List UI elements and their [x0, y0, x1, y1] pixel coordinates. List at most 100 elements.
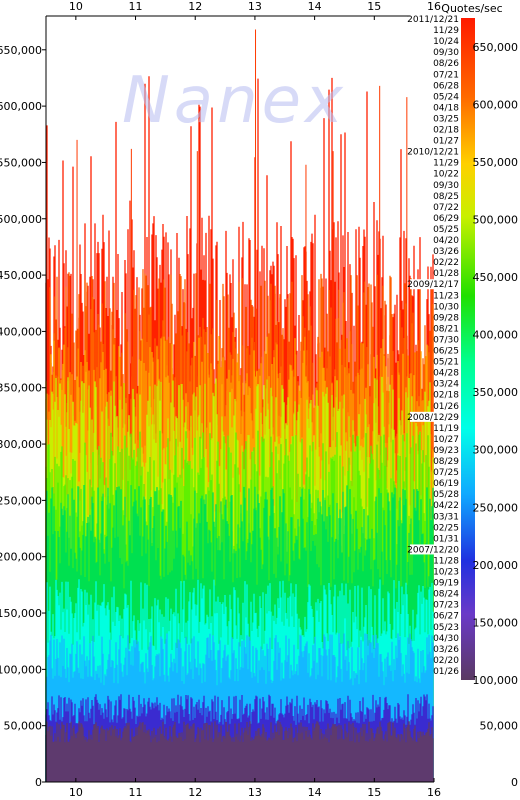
series-date-label: 08/25: [433, 192, 459, 202]
series-date-label: 01/27: [433, 137, 459, 147]
watermark-text: Nanex: [122, 64, 347, 138]
color-scale-tick-label: 350,000: [473, 386, 519, 399]
series-date-label: 01/26: [433, 667, 459, 677]
series-date-label: 10/27: [433, 435, 459, 445]
x-tick-label-top: 11: [129, 0, 143, 13]
x-tick-label-bottom: 16: [427, 786, 441, 799]
y-tick-label: 400,000: [0, 325, 42, 338]
color-scale-tick-label: 650,000: [473, 41, 519, 54]
series-date-label: 06/25: [433, 347, 459, 357]
y-tick-label: 50,000: [4, 720, 43, 733]
series-date-label: 05/28: [433, 490, 459, 500]
series-date-label: 01/31: [433, 534, 459, 544]
series-date-label: 07/23: [433, 601, 459, 611]
series-date-label: 05/25: [433, 225, 459, 235]
series-date-label: 03/25: [433, 114, 459, 124]
y-tick-label: 300,000: [0, 438, 42, 451]
color-scale-tick-label: 200,000: [473, 559, 519, 572]
color-scale-tick-label: 450,000: [473, 271, 519, 284]
x-tick-label-bottom: 14: [308, 786, 322, 799]
series-date-label: 08/24: [433, 590, 459, 600]
x-tick-label-bottom: 15: [367, 786, 381, 799]
y-tick-label: 150,000: [0, 607, 42, 620]
x-axis-top-ticks: 10 11 12 13 14 15 16: [69, 0, 441, 20]
y-tick-label: 600,000: [0, 100, 42, 113]
y-tick-label: 550,000: [0, 156, 42, 169]
series-date-label: 05/23: [433, 623, 459, 633]
series-date-label: 10/30: [433, 302, 459, 312]
y-tick-label: 250,000: [0, 494, 42, 507]
x-tick-label-top: 16: [427, 0, 441, 13]
series-date-label: 02/20: [433, 656, 459, 666]
series-date-label: 02/22: [433, 258, 459, 268]
series-date-label: 02/18: [433, 391, 459, 401]
y-axis-ticks: 0 50,000 100,000 150,000 200,000 250,000 300,0…: [0, 44, 46, 789]
right-y-axis-ticks: 0 50,000: [480, 720, 519, 789]
series-year-label: 2009/12/17: [407, 280, 459, 290]
y-tick-label: 200,000: [0, 551, 42, 564]
series-date-label: 07/22: [433, 203, 459, 213]
color-scale-tick-label: 150,000: [473, 616, 519, 629]
series-date-label: 05/24: [433, 92, 459, 102]
series-year-label: 2011/12/21: [407, 15, 459, 25]
year-label-background: [410, 146, 460, 157]
right-y-tick-label: 0: [511, 776, 518, 789]
series-date-label: 10/22: [433, 170, 459, 180]
series-date-label: 06/19: [433, 479, 459, 489]
series-date-label: 09/28: [433, 313, 459, 323]
series-date-label: 02/25: [433, 523, 459, 533]
series-date-label: 06/27: [433, 612, 459, 622]
series-date-label: 07/30: [433, 335, 459, 345]
series-date-label: 08/21: [433, 324, 459, 334]
series-date-label: 01/28: [433, 269, 459, 279]
color-scale-tick-label: 600,000: [473, 98, 519, 111]
series-date-legend: 2011/12/2111/2910/2409/3008/2607/2106/28…: [407, 14, 460, 677]
x-tick-label-top: 15: [367, 0, 381, 13]
y-tick-label: 100,000: [0, 663, 42, 676]
y-tick-label: 0: [35, 776, 42, 789]
year-label-background: [410, 544, 460, 555]
color-scale-tick-label: 300,000: [473, 444, 519, 457]
series-date-label: 02/18: [433, 126, 459, 136]
x-tick-label-bottom: 10: [69, 786, 83, 799]
series-date-label: 04/20: [433, 236, 459, 246]
series-year-label: 2008/12/29: [407, 413, 459, 423]
series-date-label: 03/26: [433, 247, 459, 257]
series-date-label: 06/28: [433, 81, 459, 91]
series-date-label: 03/31: [433, 512, 459, 522]
series-date-label: 09/23: [433, 446, 459, 456]
series-date-label: 03/26: [433, 645, 459, 655]
series-date-label: 04/22: [433, 501, 459, 511]
series-year-label: 2007/12/20: [407, 545, 459, 555]
series-date-label: 09/30: [433, 181, 459, 191]
x-tick-label-bottom: 12: [188, 786, 202, 799]
y-tick-label: 350,000: [0, 382, 42, 395]
series-date-label: 11/28: [433, 556, 459, 566]
x-tick-label-top: 12: [188, 0, 202, 13]
series-year-label: 2010/12/21: [407, 148, 459, 158]
series-date-label: 04/30: [433, 634, 459, 644]
x-tick-label-bottom: 11: [129, 786, 143, 799]
right-y-tick-label: 50,000: [480, 720, 519, 733]
series-date-label: 04/28: [433, 369, 459, 379]
y-tick-label: 650,000: [0, 44, 42, 57]
y-tick-label: 450,000: [0, 269, 42, 282]
x-tick-label-bottom: 13: [248, 786, 262, 799]
color-scale-tick-label: 250,000: [473, 501, 519, 514]
series-date-label: 06/29: [433, 214, 459, 224]
year-label-background: [410, 279, 460, 290]
color-scale-ticks: 650,000 600,000 550,000 500,000 450,000 400,0…: [473, 41, 519, 687]
series-date-label: 09/19: [433, 579, 459, 589]
plot-area: [45, 29, 434, 782]
x-tick-label-top: 14: [308, 0, 322, 13]
series-date-label: 09/30: [433, 48, 459, 58]
year-label-background: [410, 14, 460, 24]
series-date-label: 08/26: [433, 59, 459, 69]
year-label-background: [410, 411, 460, 422]
series-date-label: 05/21: [433, 358, 459, 368]
color-scale-tick-label: 550,000: [473, 156, 519, 169]
series-date-label: 11/23: [433, 291, 459, 301]
peak-spikes: [76, 29, 408, 377]
series-date-label: 11/29: [433, 26, 459, 36]
